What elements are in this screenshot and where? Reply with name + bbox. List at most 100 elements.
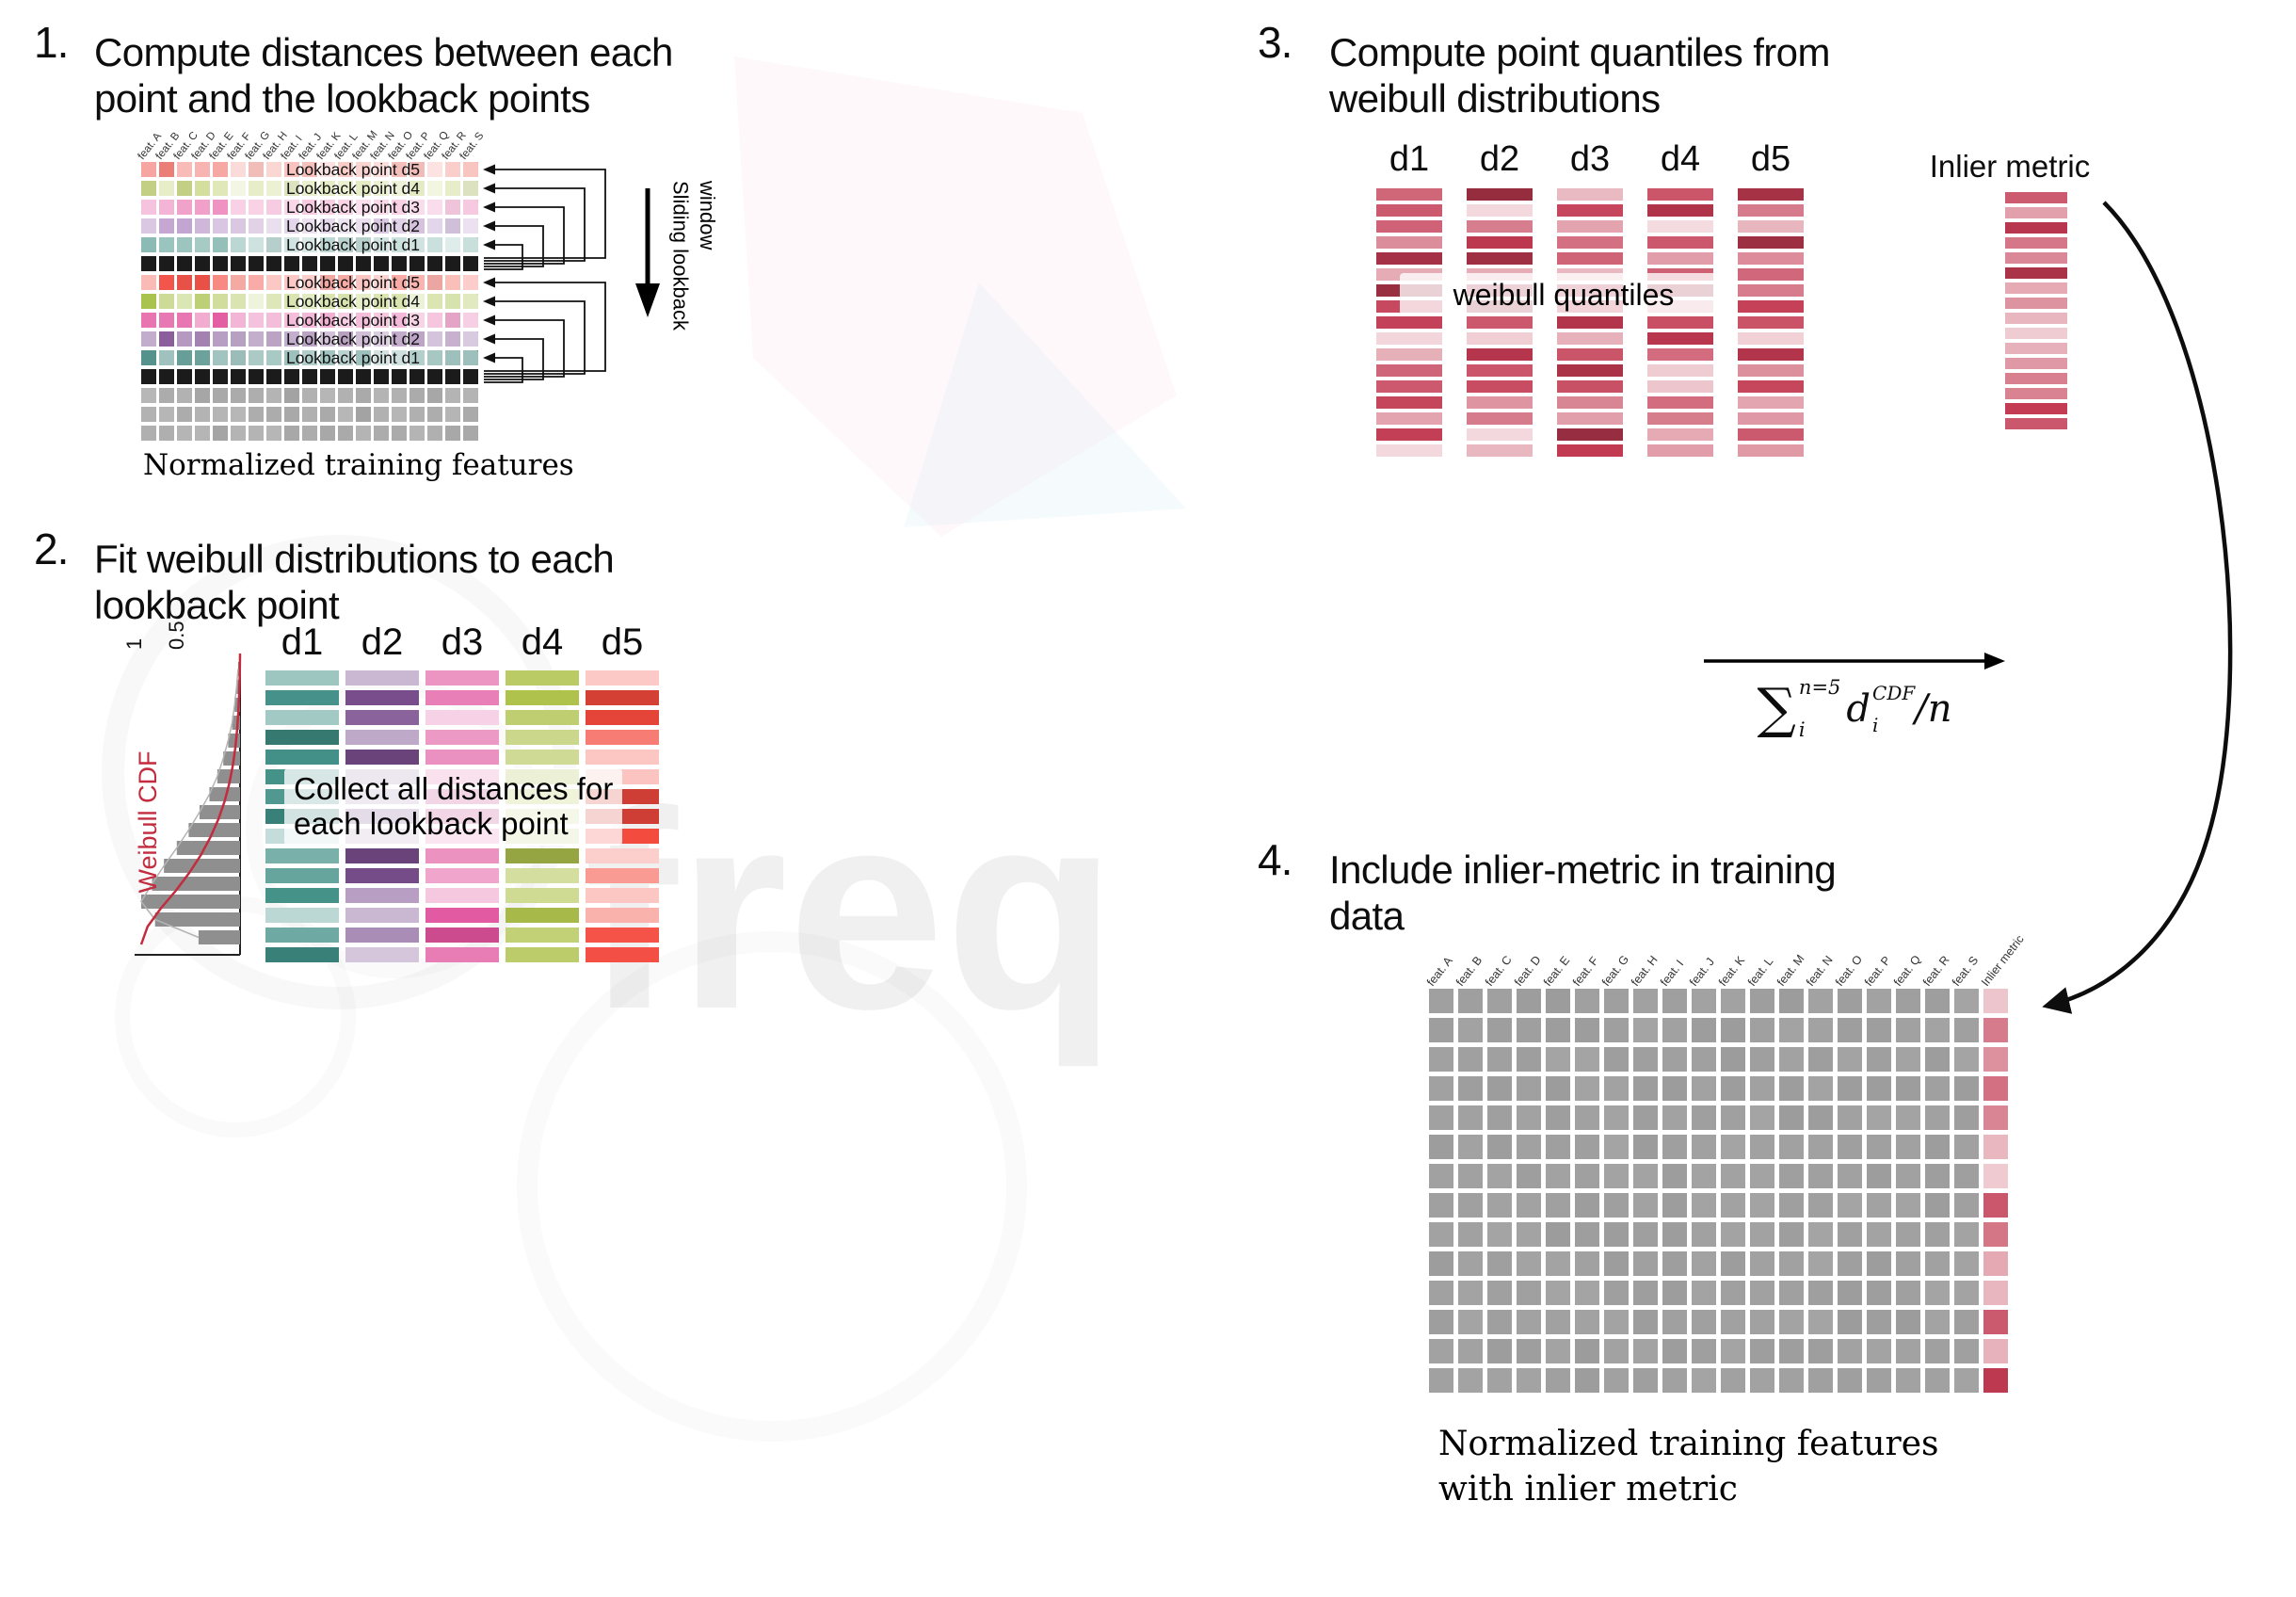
training-cell: [1517, 1368, 1541, 1393]
quantile-column-bars: [1467, 188, 1533, 457]
quantile-column-bars: [1647, 188, 1713, 457]
feature-label: feat. N: [1803, 953, 1836, 989]
training-cell: [1575, 1135, 1599, 1159]
quantile-bar: [1376, 316, 1442, 329]
training-cell: [1838, 1047, 1862, 1072]
distance-bar: [265, 888, 339, 903]
training-cell: [1429, 1368, 1453, 1393]
grid-cell: [445, 407, 460, 422]
grid-cell: [159, 200, 174, 215]
training-cell: [1808, 1339, 1833, 1363]
grid-cell: [338, 388, 353, 403]
training-cell: [1808, 1310, 1833, 1334]
distance-bar: [265, 848, 339, 863]
training-cell: [1808, 1193, 1833, 1218]
inlier-metric-bar: [2005, 403, 2067, 414]
grid-cell: [213, 350, 228, 365]
quantile-bar: [1467, 364, 1533, 377]
training-cell: [1517, 1105, 1541, 1130]
training-cell: [1429, 1193, 1453, 1218]
quantile-bar: [1738, 300, 1804, 313]
panel1-caption: Normalized training features: [143, 448, 574, 482]
hist-bar: [234, 698, 240, 712]
training-cell: [1867, 1135, 1891, 1159]
distance-bar: [425, 710, 499, 725]
panel1-title-line2: point and the lookback points: [94, 75, 590, 121]
training-cell: [1896, 1105, 1920, 1130]
grid-cell: [177, 369, 192, 384]
training-cell: [1721, 1339, 1745, 1363]
panel4-title-line1: Include inlier-metric in training: [1329, 847, 1837, 892]
training-cell: [1750, 1135, 1774, 1159]
hist-bar: [152, 877, 240, 891]
training-cell: [1604, 1047, 1629, 1072]
panel1-title-line1: Compute distances between each: [94, 30, 673, 74]
training-cell: [1779, 1368, 1804, 1393]
hist-bar: [164, 859, 240, 873]
training-cell: [1546, 1076, 1570, 1101]
quantile-bar: [1738, 316, 1804, 329]
training-cell: [1546, 1047, 1570, 1072]
grid-cell: [338, 426, 353, 441]
training-cell: [1954, 1222, 1979, 1247]
inlier-cell: [1983, 1310, 2008, 1334]
training-cell: [1808, 1368, 1833, 1393]
training-cell: [1575, 1018, 1599, 1042]
inlier-metric-bar: [2005, 343, 2067, 354]
inlier-metric-bar: [2005, 418, 2067, 429]
quantile-bar: [1557, 412, 1623, 425]
training-cell: [1604, 1105, 1629, 1130]
training-cell: [1750, 989, 1774, 1013]
quantile-bar: [1467, 188, 1533, 201]
training-cell: [1721, 1076, 1745, 1101]
grid-cell: [320, 369, 335, 384]
training-cell: [1429, 1105, 1453, 1130]
training-cell: [1604, 1368, 1629, 1393]
grid-cell: [177, 426, 192, 441]
distance-bar: [506, 690, 579, 705]
hist-bar: [209, 787, 240, 801]
mean-cdf-formula: ∑ n=5 i d CDF i /n: [1758, 678, 1952, 740]
training-cell: [1487, 1193, 1512, 1218]
feature-label: feat. I: [1657, 957, 1687, 989]
grid-cell: [409, 369, 425, 384]
distance-bar: [345, 908, 419, 923]
distance-bar: [345, 868, 419, 883]
training-cell: [1662, 1193, 1687, 1218]
cdf-tick-1: 1: [122, 638, 146, 650]
weibull-cdf-curve: [139, 653, 242, 945]
training-cell: [1662, 1251, 1687, 1276]
sliding-window-label: Sliding lookback window: [668, 181, 720, 331]
feature-label: feat. G: [1598, 952, 1632, 989]
training-cell: [1867, 1105, 1891, 1130]
grid-cell: [213, 407, 228, 422]
lookback-row-label: Lookback point d4: [228, 180, 478, 197]
panel2-title-line1: Fit weibull distributions to each: [94, 537, 615, 581]
training-cell: [1954, 1076, 1979, 1101]
feature-label: feat. F: [1569, 954, 1601, 989]
training-cell: [1925, 989, 1950, 1013]
training-cell: [1604, 1135, 1629, 1159]
watermark-text: freq: [584, 751, 1117, 1070]
inlier-metric-bar: [2005, 222, 2067, 234]
grid-cell: [213, 256, 228, 271]
grid-cell: [392, 388, 407, 403]
distance-bar: [425, 848, 499, 863]
training-cell: [1808, 1076, 1833, 1101]
quantile-bar: [1376, 188, 1442, 201]
training-cell: [1692, 1339, 1716, 1363]
grid-cell: [213, 181, 228, 196]
distance-bar: [345, 710, 419, 725]
training-cell: [1896, 989, 1920, 1013]
grid-cell: [284, 369, 299, 384]
training-cell: [1838, 989, 1862, 1013]
training-cell: [1954, 1018, 1979, 1042]
grid-cell: [141, 369, 156, 384]
grid-cell: [266, 256, 281, 271]
quantile-bar: [1557, 332, 1623, 345]
formula-superscript: CDF: [1872, 682, 1916, 704]
training-cell: [1429, 1222, 1453, 1247]
training-cell: [1867, 1164, 1891, 1188]
panel3-number: 3.: [1258, 18, 1293, 67]
